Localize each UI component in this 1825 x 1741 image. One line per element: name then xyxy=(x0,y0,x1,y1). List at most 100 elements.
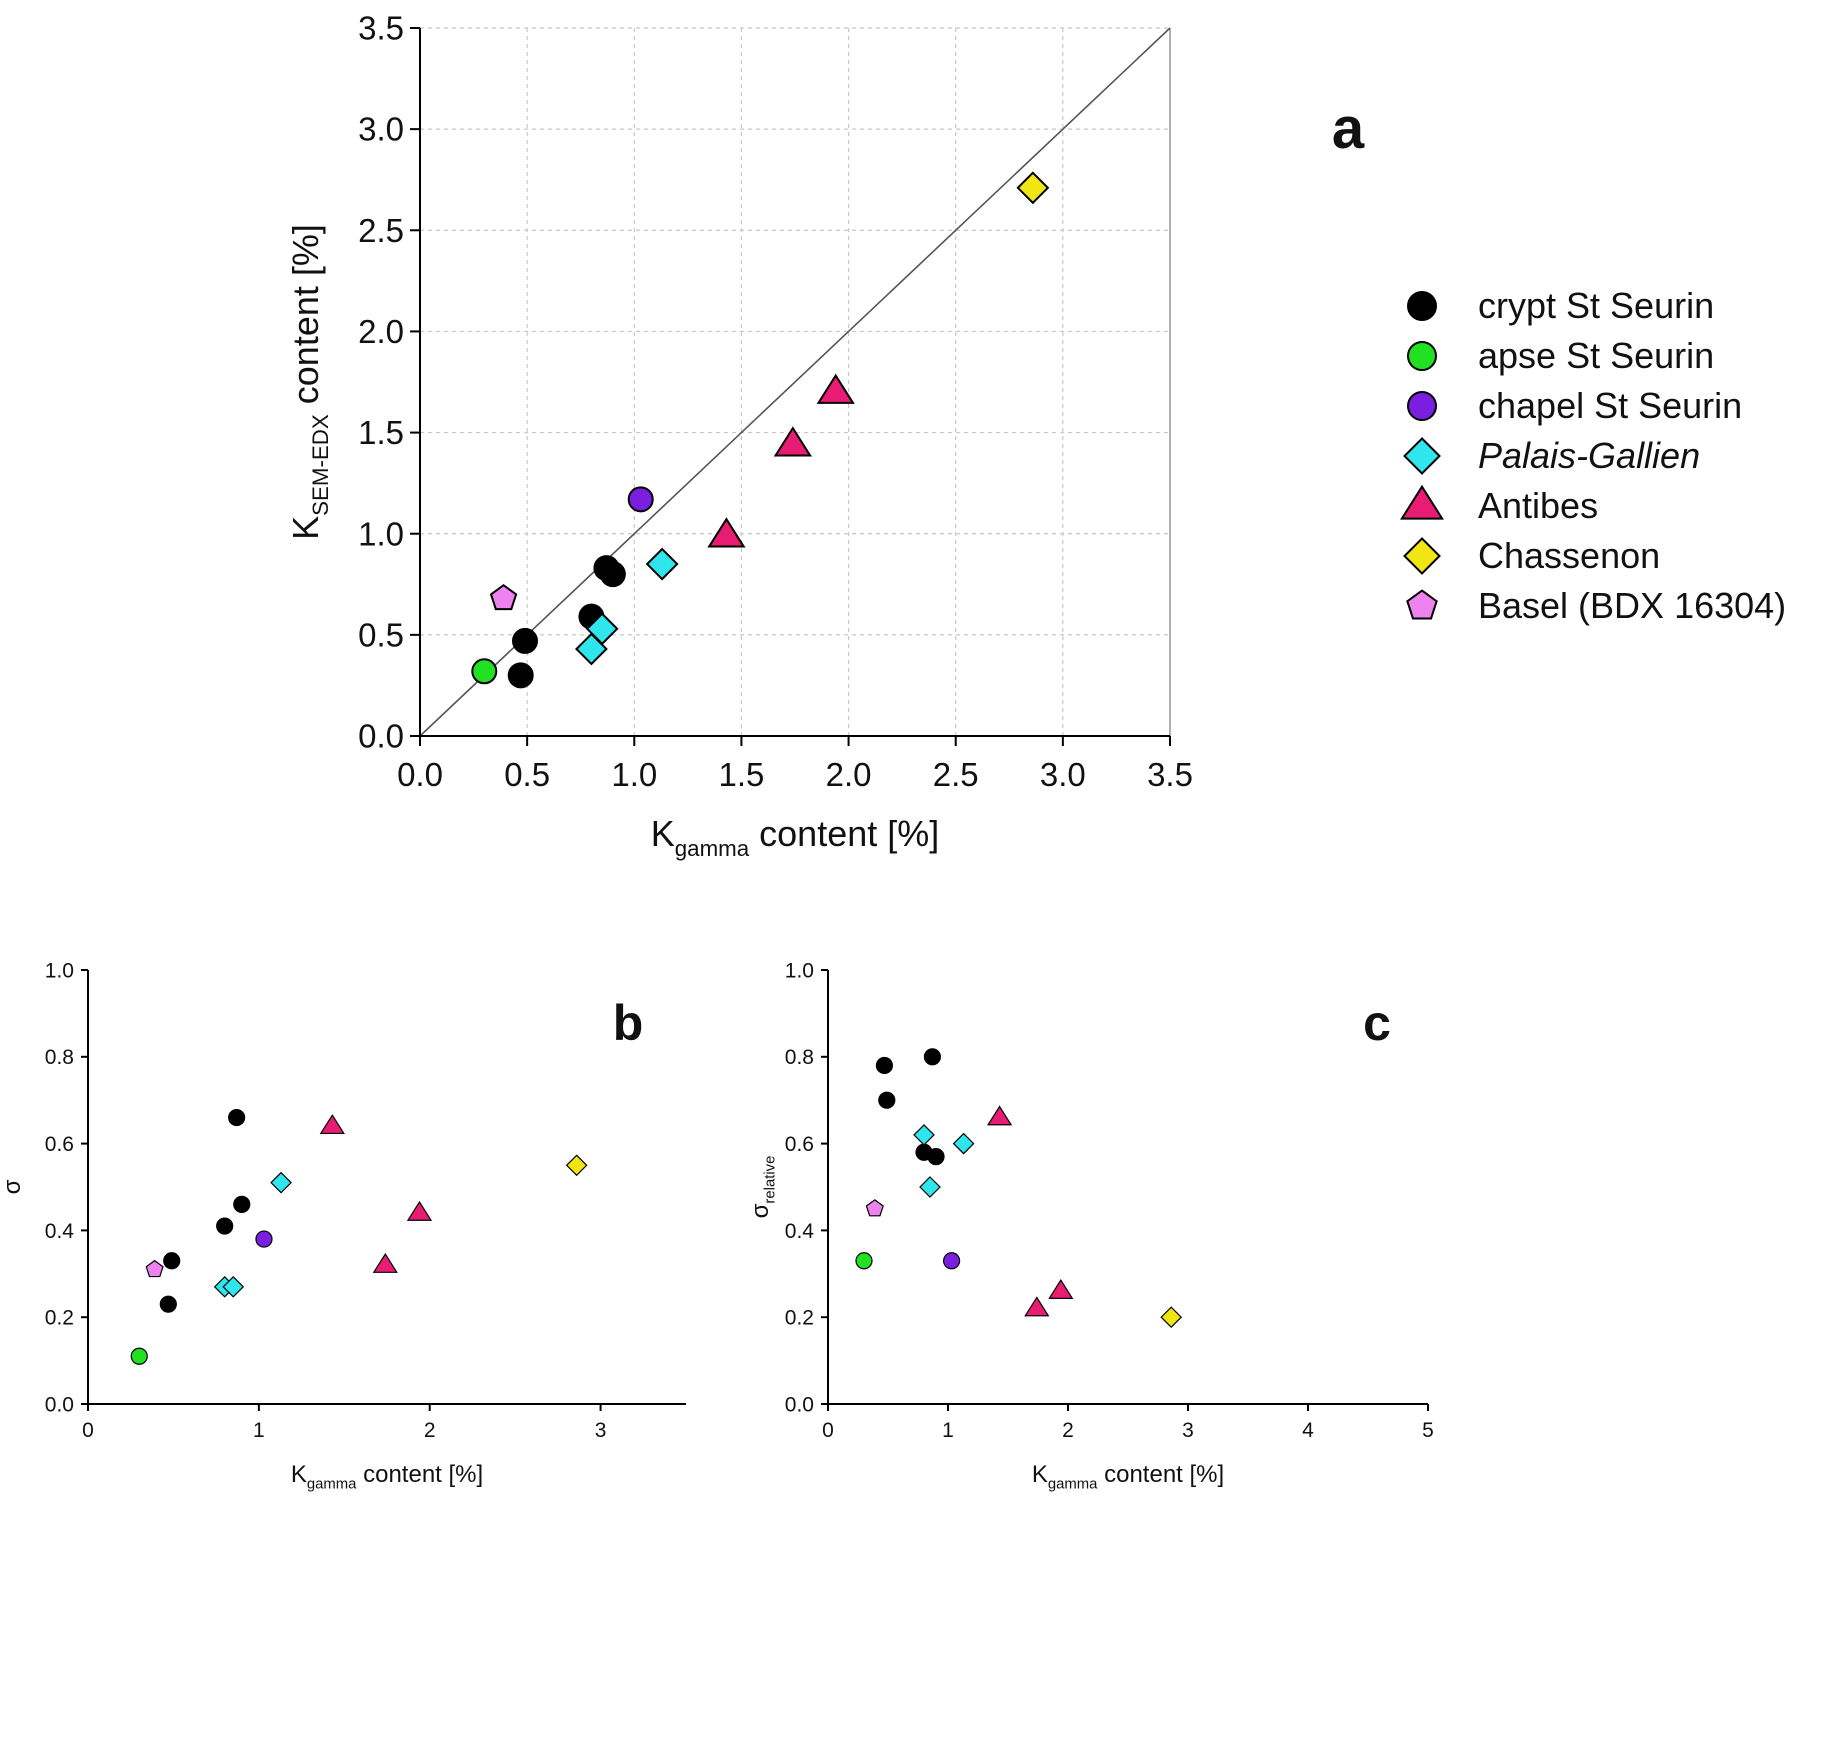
legend-label-chapel: chapel St Seurin xyxy=(1478,385,1742,426)
data-point-chassenon xyxy=(1016,171,1050,205)
data-point-crypt xyxy=(927,1148,945,1166)
x-tick-label: 2.5 xyxy=(933,756,979,793)
y-tick-label: 0.2 xyxy=(785,1307,814,1330)
data-point-palais xyxy=(222,1275,245,1298)
legend-marker-antibes xyxy=(1400,484,1444,520)
data-point-basel xyxy=(145,1259,164,1278)
x-axis-label: Kgamma content [%] xyxy=(1032,1461,1224,1493)
panel-letter: a xyxy=(1332,96,1365,161)
data-point-crypt xyxy=(507,662,534,689)
data-point-basel xyxy=(489,584,518,611)
y-tick-label: 1.0 xyxy=(358,515,404,552)
legend-marker-basel xyxy=(1406,589,1438,620)
panel-b: 0 1 2 3 0.0 0.2 0.4 0.6 0.8 1.0 Kgamma content [%]… xyxy=(0,959,686,1493)
data-point-antibes xyxy=(816,373,855,404)
y-axis-label: σ xyxy=(0,1179,26,1194)
legend-label-palais: Palais-Gallien xyxy=(1478,435,1700,476)
data-point-antibes xyxy=(406,1200,433,1221)
data-point-crypt xyxy=(512,627,538,654)
legend-label-antibes: Antibes xyxy=(1478,485,1598,526)
x-tick-label: 1.5 xyxy=(718,756,764,793)
data-point-basel xyxy=(865,1199,884,1217)
data-point-palais xyxy=(270,1171,292,1194)
data-point-chapel xyxy=(255,1230,273,1248)
legend-marker-chapel xyxy=(1407,391,1437,421)
y-tick-label: 0.8 xyxy=(785,1046,814,1069)
legend-label-chassenon: Chassenon xyxy=(1478,535,1660,576)
data-point-palais xyxy=(585,612,619,646)
legend-marker-chassenon xyxy=(1403,537,1441,575)
y-tick-label: 1.0 xyxy=(45,959,74,982)
data-point-crypt xyxy=(216,1217,234,1235)
data-point-crypt xyxy=(228,1108,246,1127)
data-point-palais xyxy=(919,1176,941,1198)
data-point-chapel xyxy=(627,486,654,513)
legend-label-apse: apse St Seurin xyxy=(1478,335,1714,376)
y-tick-label: 2.0 xyxy=(358,313,404,350)
legend-marker-apse xyxy=(1407,341,1437,371)
data-point-palais xyxy=(913,1124,935,1146)
legend: crypt St Seurin apse St Seurin chapel St S… xyxy=(1400,285,1786,626)
y-tick-label: 0.6 xyxy=(785,1133,814,1156)
x-axis-label: Kgamma content [%] xyxy=(651,813,940,861)
data-point-crypt xyxy=(233,1195,251,1213)
x-tick-label: 3 xyxy=(1182,1419,1194,1442)
panel-letter: b xyxy=(613,995,644,1051)
legend-label-crypt: crypt St Seurin xyxy=(1478,285,1714,326)
data-point-crypt xyxy=(878,1091,896,1109)
data-point-crypt xyxy=(599,561,626,588)
x-tick-label: 2.0 xyxy=(826,756,872,793)
x-tick-label: 2 xyxy=(1062,1419,1074,1442)
x-tick-label: 2 xyxy=(424,1419,436,1442)
y-tick-label: 3.0 xyxy=(358,111,404,148)
y-tick-label: 0.6 xyxy=(45,1133,74,1156)
x-axis-label: Kgamma content [%] xyxy=(291,1461,483,1493)
data-point-crypt xyxy=(163,1252,181,1270)
y-tick-label: 0.4 xyxy=(785,1220,815,1243)
data-point-apse xyxy=(130,1347,148,1365)
x-tick-label: 5 xyxy=(1422,1419,1434,1442)
y-tick-label: 0.4 xyxy=(45,1220,75,1243)
data-point-antibes xyxy=(1024,1296,1050,1317)
y-axis-label: σrelative xyxy=(747,1156,779,1219)
x-tick-label: 1 xyxy=(253,1419,265,1442)
data-point-antibes xyxy=(707,517,746,548)
y-tick-label: 0.8 xyxy=(45,1046,74,1069)
data-point-antibes xyxy=(1048,1278,1074,1299)
data-point-chapel xyxy=(942,1252,961,1270)
data-point-crypt xyxy=(923,1048,942,1066)
legend-label-basel: Basel (BDX 16304) xyxy=(1478,585,1786,626)
data-point-antibes xyxy=(372,1252,398,1273)
x-tick-label: 0 xyxy=(822,1419,834,1442)
x-tick-label: 0.5 xyxy=(504,756,550,793)
x-tick-label: 4 xyxy=(1302,1419,1314,1442)
y-tick-label: 1.0 xyxy=(785,959,814,982)
data-point-apse xyxy=(471,658,498,685)
y-axis-label: KSEM-EDX content [%] xyxy=(285,224,333,540)
data-point-antibes xyxy=(986,1105,1013,1126)
data-point-apse xyxy=(855,1252,873,1270)
x-tick-label: 0 xyxy=(82,1419,94,1442)
y-tick-label: 3.5 xyxy=(358,10,404,47)
data-point-crypt xyxy=(159,1295,177,1313)
y-tick-label: 0.0 xyxy=(45,1393,74,1416)
panel-letter: c xyxy=(1363,995,1391,1051)
data-point-antibes xyxy=(773,426,812,457)
y-tick-label: 0.2 xyxy=(45,1307,74,1330)
y-tick-label: 2.5 xyxy=(358,212,404,249)
panel-c: 0 1 2 3 4 5 0.0 0.2 0.4 0.6 0.8 1.0 Kgamma content [… xyxy=(747,959,1434,1492)
x-tick-label: 1 xyxy=(942,1419,954,1442)
y-tick-label: 0.0 xyxy=(358,718,404,755)
x-tick-label: 3 xyxy=(595,1419,607,1442)
y-tick-label: 0.5 xyxy=(358,616,404,653)
data-point-chassenon xyxy=(565,1154,588,1177)
y-tick-label: 1.5 xyxy=(358,414,404,451)
data-point-crypt xyxy=(875,1056,894,1075)
data-point-chassenon xyxy=(1160,1306,1183,1329)
data-point-palais xyxy=(645,547,679,581)
one-to-one-line xyxy=(419,27,1171,737)
x-tick-label: 0.0 xyxy=(397,756,443,793)
data-point-palais xyxy=(952,1132,975,1155)
panel-a: 0.0 0.5 1.0 1.5 2.0 2.5 3.0 3.5 0.0 0.5 1.0 1.5 2.0 2… xyxy=(285,10,1365,862)
